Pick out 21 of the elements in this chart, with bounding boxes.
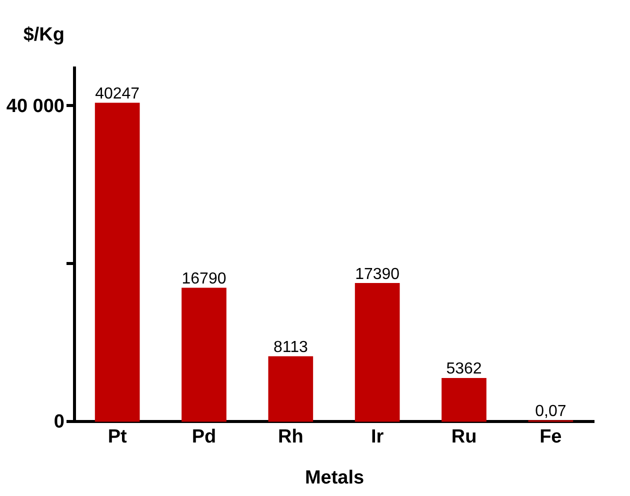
x-tick-label: Ru: [451, 426, 477, 448]
x-axis-title: Metals: [304, 468, 364, 488]
data-label: 0,07: [535, 403, 566, 420]
bar: [354, 283, 400, 422]
y-tick-label: 0: [54, 412, 64, 432]
x-tick-label: Pd: [192, 426, 216, 448]
x-tick-label: Fe: [540, 426, 562, 448]
x-tick-label: Ir: [370, 426, 384, 448]
data-label: 16790: [182, 270, 226, 288]
y-tick-label: 40 000: [6, 96, 64, 117]
x-tick-label: Rh: [278, 426, 304, 448]
data-label: 17390: [355, 266, 400, 283]
y-axis-title: $/Kg: [23, 24, 64, 46]
bar: [442, 378, 486, 422]
data-label: 5362: [446, 360, 482, 378]
bar: [182, 288, 226, 422]
data-label: 40247: [95, 85, 140, 102]
x-tick-label: Pt: [108, 426, 128, 448]
bar: [94, 102, 140, 422]
bar: [268, 356, 314, 422]
data-label: 8113: [273, 338, 308, 356]
